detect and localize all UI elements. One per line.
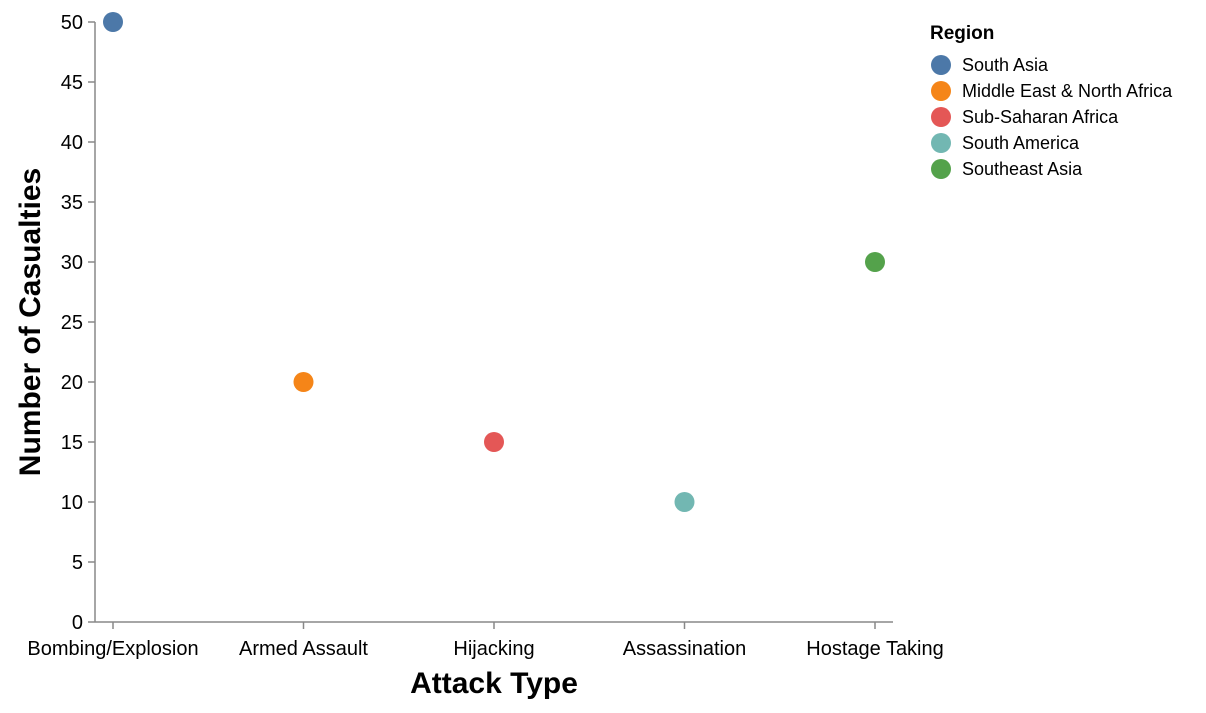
legend-label: Southeast Asia	[962, 159, 1083, 179]
y-tick-label: 30	[61, 252, 83, 274]
y-tick-label: 15	[61, 432, 83, 454]
legend-label: South America	[962, 133, 1080, 153]
data-point	[103, 12, 123, 32]
legend-swatch	[931, 55, 951, 75]
y-tick-label: 20	[61, 372, 83, 394]
y-tick-label: 45	[61, 72, 83, 94]
y-tick-label: 0	[72, 612, 83, 634]
data-point	[484, 432, 504, 452]
x-tick-label: Assassination	[623, 638, 746, 660]
x-axis-title: Attack Type	[410, 667, 578, 700]
x-tick-label: Hostage Taking	[806, 638, 944, 660]
y-tick-label: 10	[61, 492, 83, 514]
y-tick-label: 5	[72, 552, 83, 574]
legend: Region South Asia Middle East & North Afri…	[930, 23, 1173, 179]
data-point	[293, 372, 314, 392]
y-tick-label: 50	[61, 12, 83, 34]
legend-label: South Asia	[962, 55, 1049, 75]
axes: 0 5 10 15 20 25 30 35 40 45 50 Bombing/Explosion Arm…	[14, 12, 944, 700]
x-tick-label: Armed Assault	[239, 638, 368, 660]
y-tick-label: 25	[61, 312, 83, 334]
legend-swatch	[931, 107, 951, 127]
legend-title: Region	[930, 23, 994, 44]
y-axis-title: Number of Casualties	[14, 168, 47, 476]
x-tick-label: Bombing/Explosion	[27, 638, 198, 660]
y-tick-label: 40	[61, 132, 83, 154]
legend-swatch	[931, 159, 951, 179]
legend-label: Middle East & North Africa	[962, 81, 1173, 101]
data-point	[865, 252, 885, 272]
data-point	[674, 492, 695, 512]
plot-area	[103, 12, 885, 512]
legend-swatch	[931, 81, 951, 101]
legend-swatch	[931, 133, 951, 153]
y-tick-label: 35	[61, 192, 83, 214]
legend-label: Sub-Saharan Africa	[962, 107, 1119, 127]
x-tick-label: Hijacking	[453, 638, 534, 660]
